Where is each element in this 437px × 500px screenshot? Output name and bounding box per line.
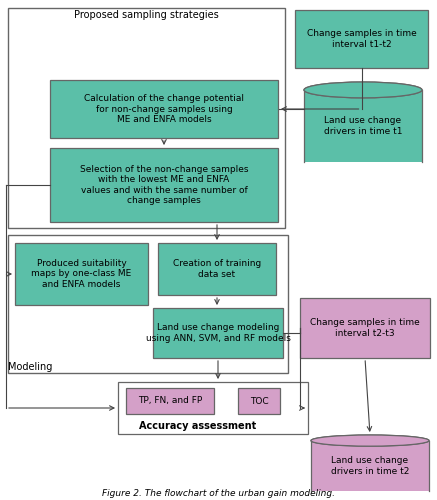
- Text: Modeling: Modeling: [8, 362, 52, 372]
- Bar: [300, 298, 430, 358]
- Bar: [126, 388, 214, 414]
- Ellipse shape: [304, 82, 422, 98]
- Ellipse shape: [311, 435, 429, 446]
- Text: Selection of the non-change samples
with the lowest ME and ENFA
values and with : Selection of the non-change samples with…: [80, 165, 248, 205]
- Text: Land use change
drivers in time t1: Land use change drivers in time t1: [324, 116, 402, 136]
- Bar: [8, 8, 285, 228]
- Text: TP, FN, and FP: TP, FN, and FP: [138, 396, 202, 406]
- Bar: [50, 148, 278, 222]
- Bar: [311, 440, 429, 492]
- Bar: [238, 388, 280, 414]
- Bar: [295, 10, 428, 68]
- Bar: [8, 235, 288, 373]
- Bar: [50, 80, 278, 138]
- Text: Land use change
drivers in time t2: Land use change drivers in time t2: [331, 456, 409, 475]
- Bar: [15, 243, 148, 305]
- Bar: [304, 90, 422, 162]
- Text: Change samples in time
interval t1-t2: Change samples in time interval t1-t2: [307, 30, 416, 48]
- Ellipse shape: [304, 82, 422, 98]
- Text: Calculation of the change potential
for non-change samples using
ME and ENFA mod: Calculation of the change potential for …: [84, 94, 244, 124]
- Text: Proposed sampling strategies: Proposed sampling strategies: [74, 10, 219, 20]
- Text: Produced suitability
maps by one-class ME
and ENFA models: Produced suitability maps by one-class M…: [31, 259, 132, 289]
- Text: TOC: TOC: [250, 396, 268, 406]
- Text: Creation of training
data set: Creation of training data set: [173, 260, 261, 278]
- Bar: [118, 382, 308, 434]
- Bar: [158, 243, 276, 295]
- Ellipse shape: [311, 435, 429, 446]
- Bar: [153, 308, 283, 358]
- Text: Accuracy assessment: Accuracy assessment: [139, 421, 257, 431]
- Text: Change samples in time
interval t2-t3: Change samples in time interval t2-t3: [310, 318, 420, 338]
- Text: Land use change modeling
using ANN, SVM, and RF models: Land use change modeling using ANN, SVM,…: [146, 324, 291, 342]
- Text: Figure 2. The flowchart of the urban gain modeling.: Figure 2. The flowchart of the urban gai…: [101, 489, 334, 498]
